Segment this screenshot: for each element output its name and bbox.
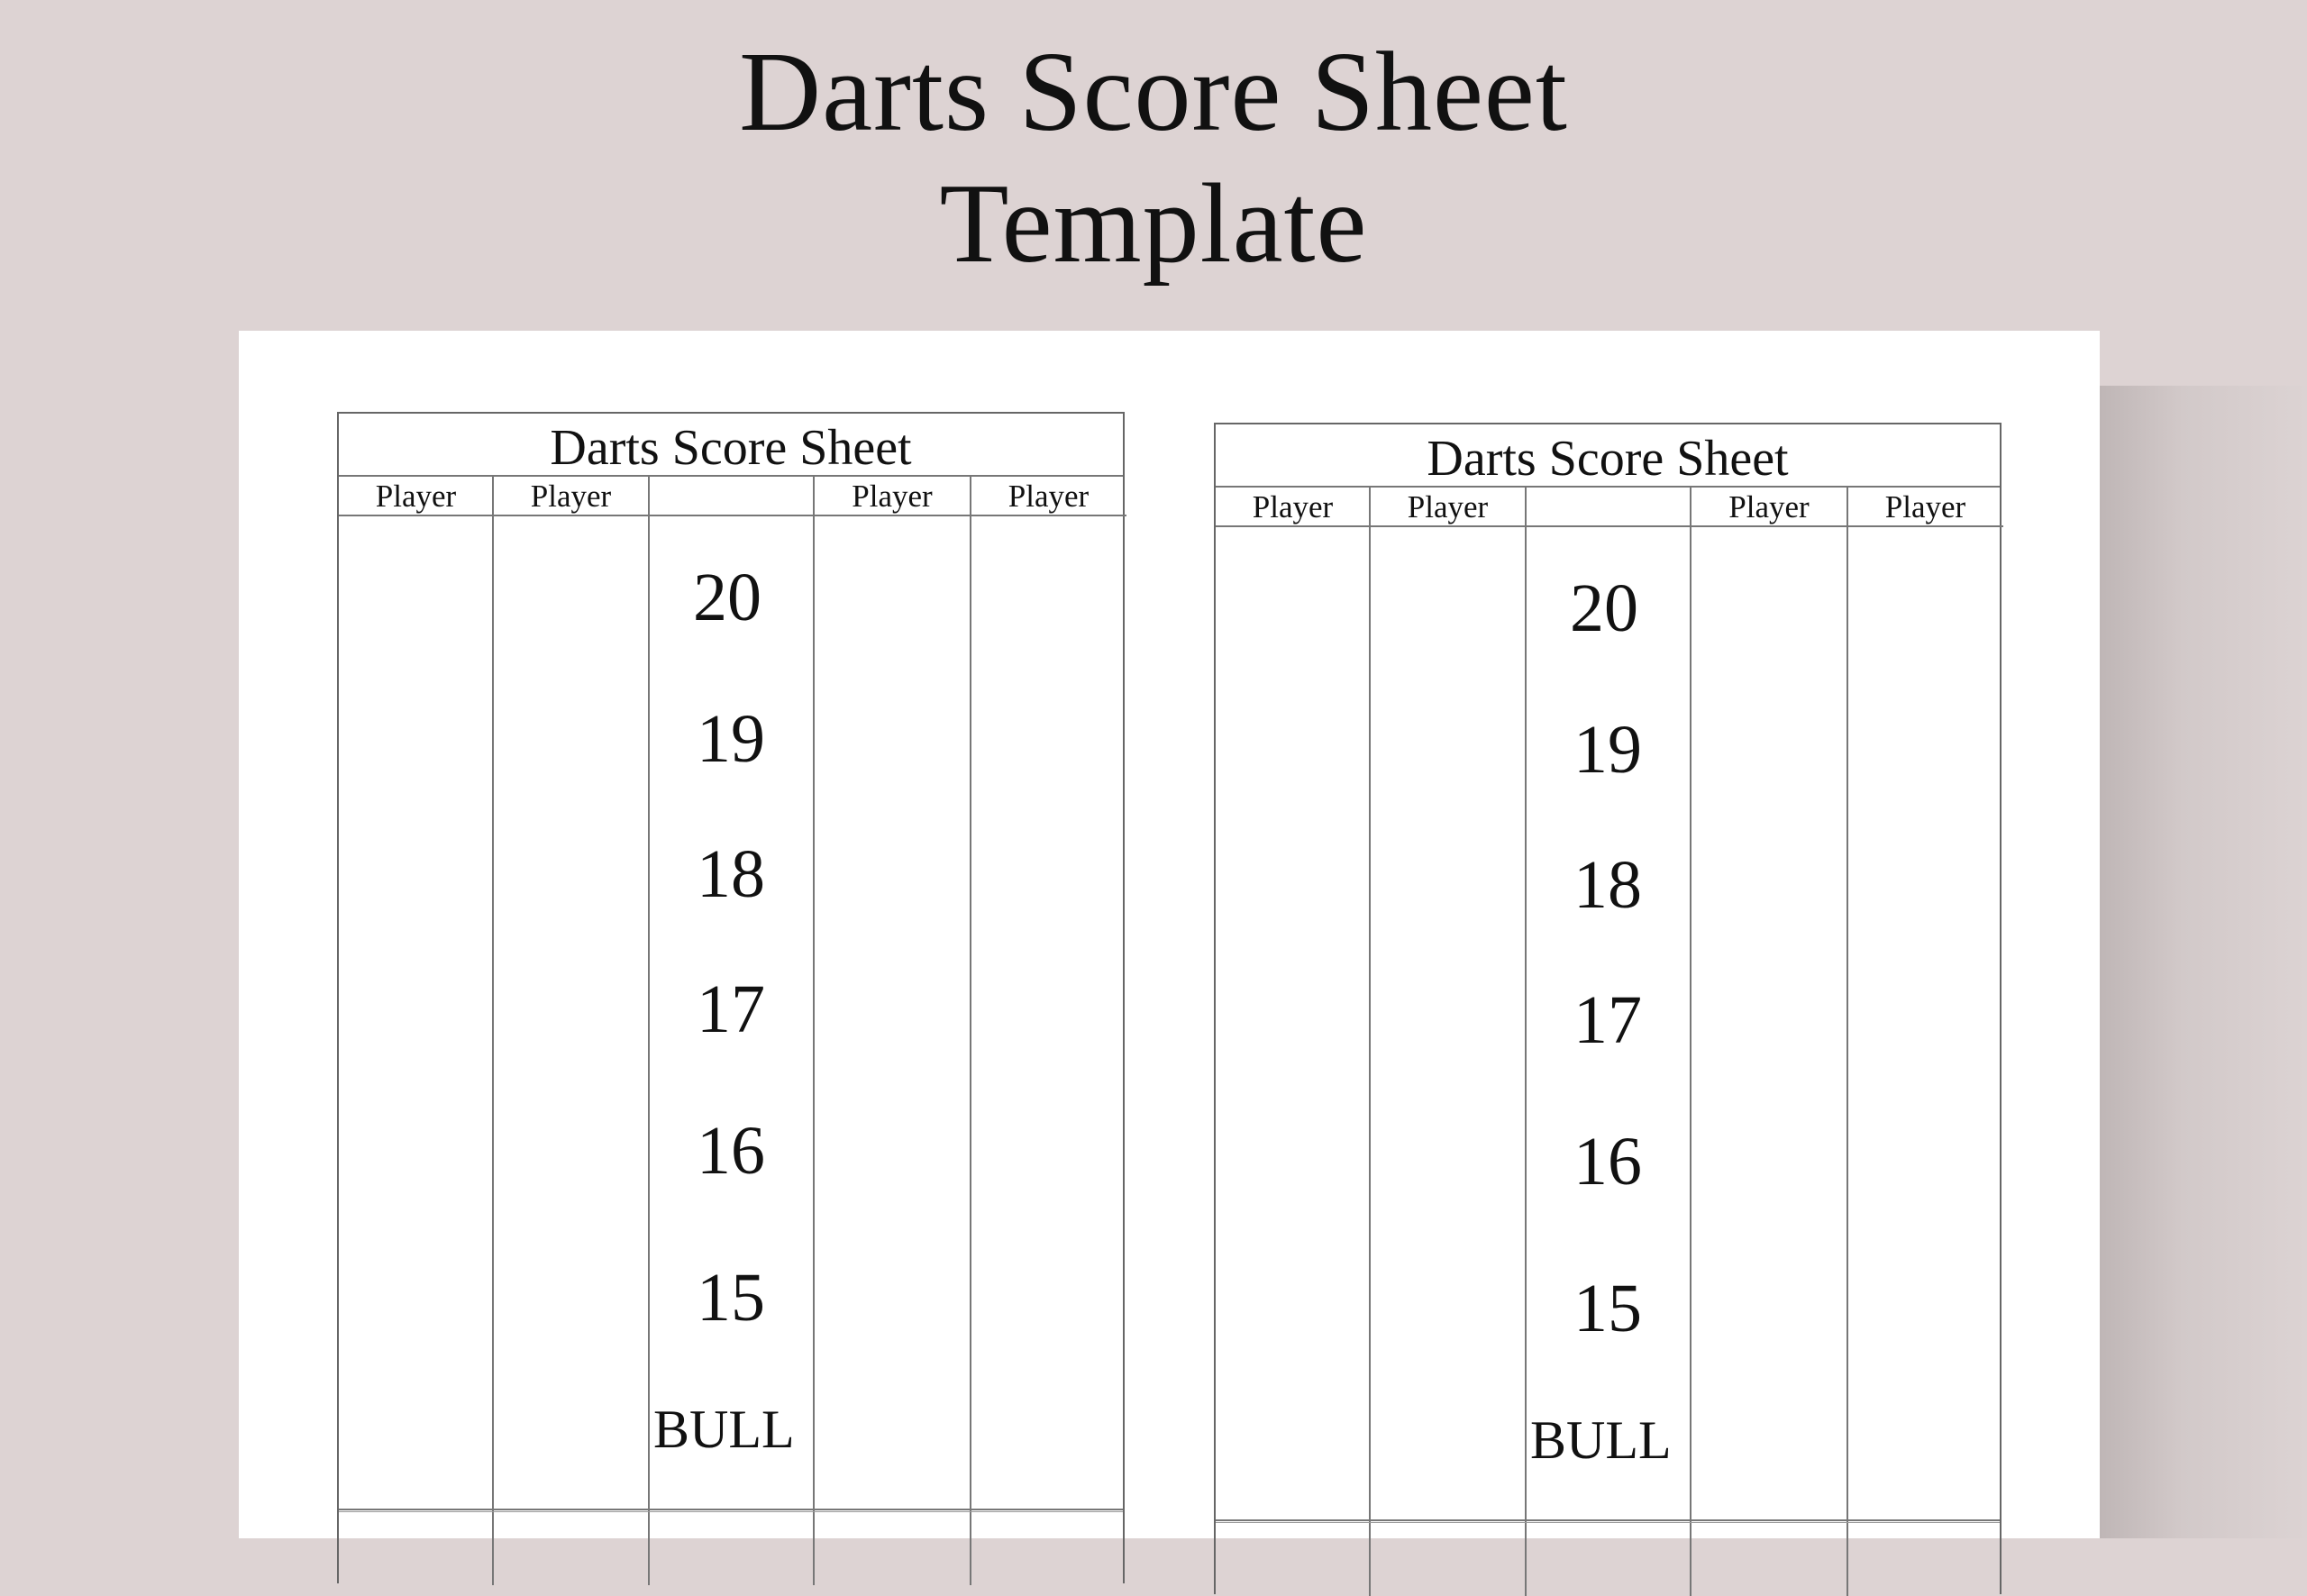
target-label: 16 — [697, 1113, 765, 1189]
paper-shadow — [2100, 386, 2307, 1538]
target-label: 15 — [1573, 1271, 1642, 1346]
sheet-title: Darts Score Sheet — [339, 414, 1123, 477]
header-cell-1: Player — [339, 477, 493, 516]
score-sheet-right: Darts Score Sheet Player Player Player Playe… — [1214, 423, 2003, 1596]
target-label: 15 — [697, 1260, 765, 1336]
page-title-line2: Template — [939, 161, 1368, 287]
column-divider — [813, 477, 815, 1585]
row-divider — [1216, 1519, 2000, 1523]
header-cell-4: Player — [1691, 488, 1847, 527]
header-cell-2: Player — [1370, 488, 1526, 527]
target-label: 20 — [1570, 570, 1638, 646]
header-cell-5: Player — [1847, 488, 2003, 527]
column-divider — [1525, 488, 1527, 1596]
column-divider — [1847, 488, 1848, 1596]
target-label: 17 — [697, 971, 765, 1047]
header-cell-3 — [1526, 488, 1691, 527]
target-label: 19 — [1573, 712, 1642, 788]
target-label: 17 — [1573, 982, 1642, 1058]
target-label: 19 — [697, 701, 765, 777]
column-divider — [1369, 488, 1371, 1596]
header-cell-1: Player — [1216, 488, 1370, 527]
column-divider — [970, 477, 971, 1585]
page-title-line1: Darts Score Sheet — [739, 30, 1568, 155]
column-divider — [492, 477, 494, 1585]
sheet-title: Darts Score Sheet — [1216, 424, 2000, 488]
score-sheet-left: Darts Score Sheet Player Player Player Playe… — [337, 412, 1126, 1585]
header-cell-2: Player — [493, 477, 649, 516]
target-label: BULL — [1530, 1410, 1672, 1470]
column-divider — [648, 477, 650, 1585]
target-label: 18 — [1573, 847, 1642, 923]
header-cell-3 — [649, 477, 814, 516]
row-divider — [339, 1509, 1123, 1512]
column-divider — [1690, 488, 1691, 1596]
target-label: 20 — [693, 560, 761, 635]
target-label: 16 — [1573, 1124, 1642, 1199]
target-label: BULL — [653, 1400, 795, 1459]
paper: Darts Score Sheet Player Player Player Playe… — [239, 331, 2100, 1596]
header-cell-5: Player — [971, 477, 1126, 516]
target-label: 18 — [697, 836, 765, 912]
header-cell-4: Player — [814, 477, 971, 516]
